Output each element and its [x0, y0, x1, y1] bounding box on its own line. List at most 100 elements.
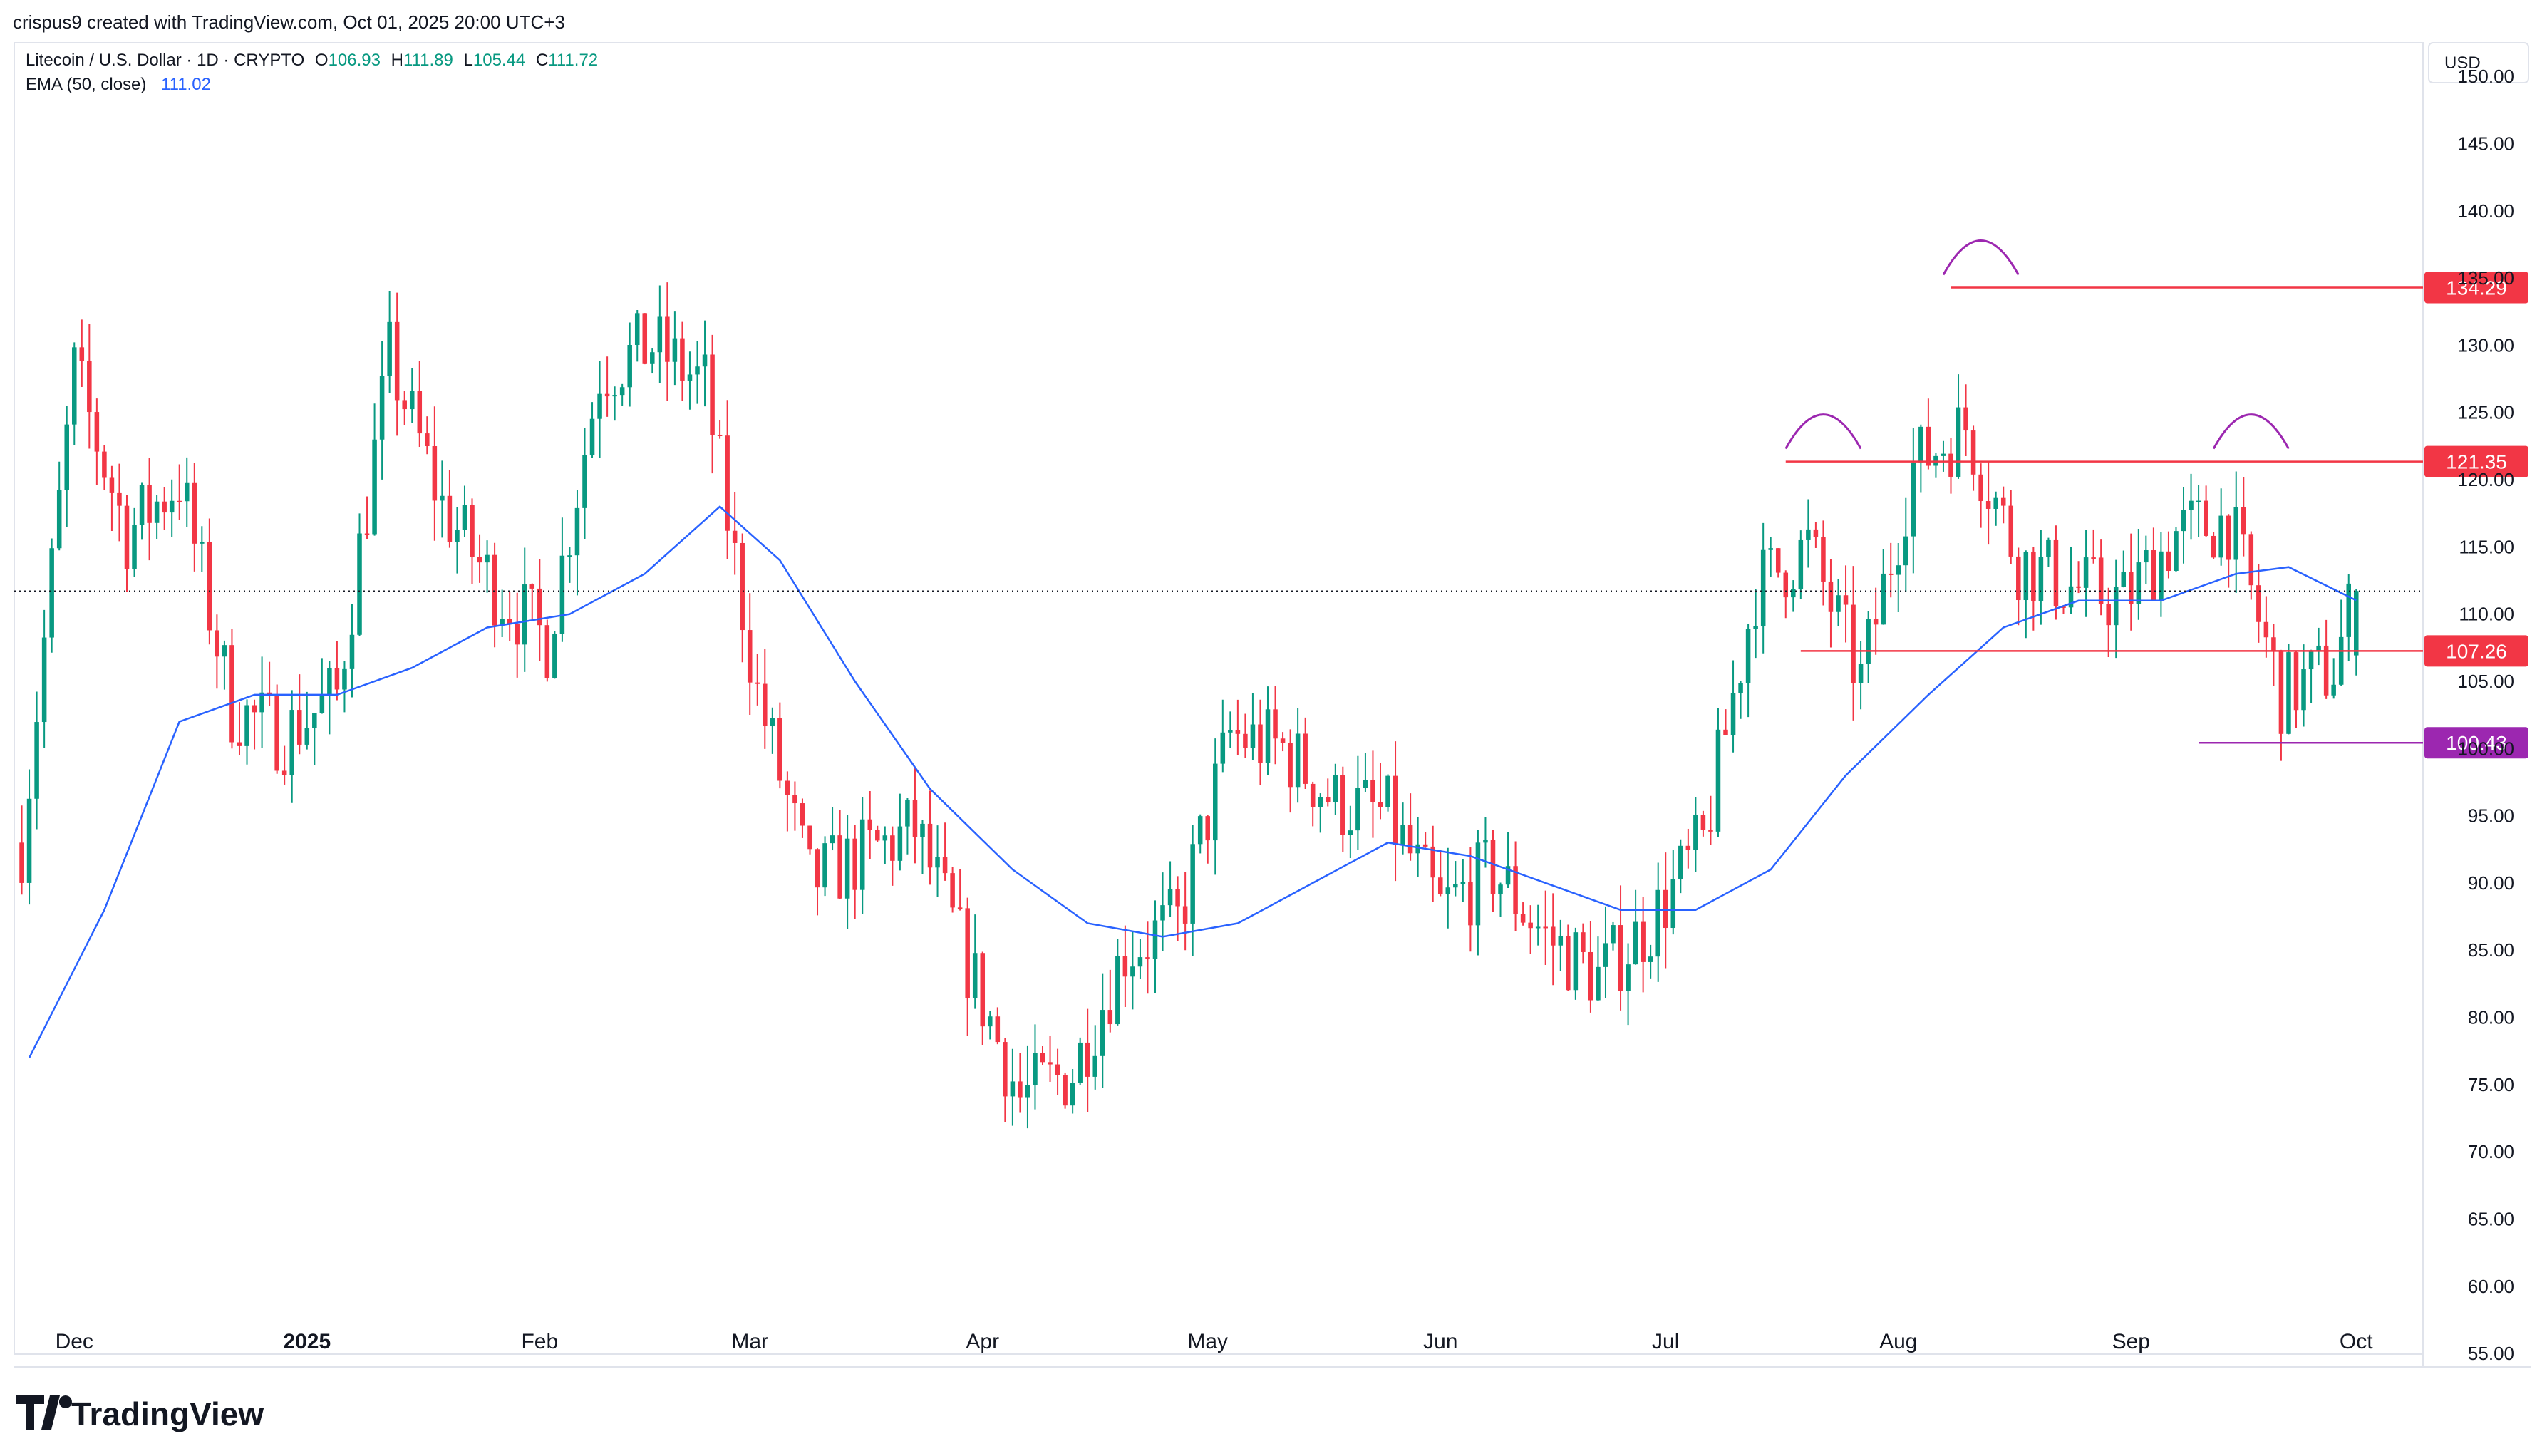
candle-body: [500, 619, 505, 626]
candle-body: [19, 842, 24, 883]
candle-body: [1490, 840, 1496, 894]
candle-body: [2091, 557, 2096, 559]
candle-body: [972, 953, 978, 998]
candle-body: [665, 316, 670, 362]
candle-body: [1370, 780, 1375, 802]
y-tick-label: 130.00: [2457, 334, 2514, 356]
candle-body: [1970, 430, 1976, 475]
candle-body: [785, 780, 790, 795]
candle-body: [559, 555, 565, 634]
candle-body: [440, 495, 445, 501]
candle-body: [717, 434, 723, 436]
candle-body: [747, 630, 753, 683]
candle-body: [1505, 866, 1511, 885]
candle-body: [222, 645, 227, 657]
y-tick-label: 65.00: [2468, 1209, 2514, 1230]
candle-body: [1528, 922, 1533, 929]
candle-body: [2308, 651, 2314, 670]
x-tick-label: Jul: [1652, 1330, 1679, 1353]
candle-body: [1437, 877, 1443, 894]
candle-body: [1573, 932, 1579, 991]
candle-body: [859, 819, 865, 890]
candle-body: [1295, 733, 1301, 788]
candle-body: [1468, 882, 1473, 926]
legend-low-label: L: [464, 51, 473, 70]
candle-body: [2098, 557, 2104, 604]
candle-body: [1791, 589, 1796, 598]
y-tick-label: 90.00: [2468, 872, 2514, 894]
candle-body: [1182, 906, 1188, 924]
candle-body: [342, 668, 347, 690]
candle-body: [882, 835, 888, 841]
candle-body: [409, 391, 415, 410]
candle-body: [544, 625, 550, 678]
y-tick-label: 70.00: [2468, 1141, 2514, 1162]
level-price-tag: [2424, 272, 2528, 304]
candle-body: [1348, 830, 1353, 835]
candle-body: [1228, 730, 1233, 733]
candle-body: [1130, 966, 1135, 977]
levels-layer: 134.29 121.35 107.26 100.43: [14, 239, 2528, 759]
level-price-tag: [2424, 445, 2528, 477]
candle-body: [237, 742, 242, 746]
currency-box[interactable]: [2428, 42, 2529, 83]
candle-body: [1303, 733, 1308, 784]
candle-body: [1715, 729, 1721, 832]
candle-body: [2174, 531, 2179, 572]
candle-body: [26, 798, 32, 883]
candle-body: [1581, 932, 1586, 952]
candle-body: [1730, 693, 1736, 735]
candle-body: [2346, 583, 2352, 637]
candle-body: [589, 418, 595, 455]
candle-body: [1430, 846, 1435, 878]
candle-body: [567, 555, 572, 557]
candle-body: [815, 849, 820, 888]
level-price-tag: [2424, 727, 2528, 759]
candle-body: [485, 554, 490, 563]
candle-body: [634, 313, 640, 345]
candle-body: [1760, 549, 1766, 626]
x-tick-label: Sep: [2112, 1330, 2150, 1353]
candle-body: [184, 482, 190, 502]
candle-body: [695, 366, 700, 375]
candle-body: [1596, 966, 1601, 1001]
candle-body: [2338, 636, 2344, 685]
tradingview-logo[interactable]: TradingView: [16, 1395, 264, 1432]
x-tick-label: Aug: [1879, 1330, 1917, 1353]
candle-body: [1137, 957, 1143, 967]
candle-body: [1003, 1042, 1008, 1097]
candle-body: [2151, 550, 2156, 601]
y-tick-label: 80.00: [2468, 1007, 2514, 1028]
candle-body: [215, 630, 219, 657]
candle-body: [41, 637, 47, 723]
candle-body: [1896, 565, 1901, 575]
legend-ema-value: 111.02: [161, 75, 211, 94]
legend-open-label: O: [315, 51, 329, 70]
candle-body: [2278, 651, 2284, 734]
candle-body: [2211, 535, 2216, 558]
candle-body: [1693, 815, 1698, 850]
candle-body: [1806, 529, 1811, 540]
candle-body: [950, 873, 955, 908]
candle-body: [1633, 921, 1638, 965]
candle-body: [124, 505, 130, 569]
candle-body: [1400, 825, 1405, 845]
candle-body: [995, 1016, 1001, 1043]
candle-body: [2083, 557, 2089, 588]
candle-body: [1115, 956, 1120, 1025]
candle-body: [1460, 882, 1466, 884]
candle-body: [710, 354, 715, 435]
candle-body: [612, 395, 617, 397]
x-tick-label: Mar: [731, 1330, 768, 1353]
candle-body: [1566, 936, 1571, 991]
candle-body: [1258, 724, 1263, 763]
x-tick-label: 2025: [283, 1330, 331, 1353]
candle-body: [470, 505, 475, 557]
candle-body: [792, 795, 797, 804]
candle-body: [304, 728, 310, 745]
legend-low-value: 105.44: [473, 51, 525, 70]
candle-body: [1250, 724, 1256, 748]
candle-body: [1010, 1081, 1016, 1097]
candle-body: [49, 548, 54, 638]
